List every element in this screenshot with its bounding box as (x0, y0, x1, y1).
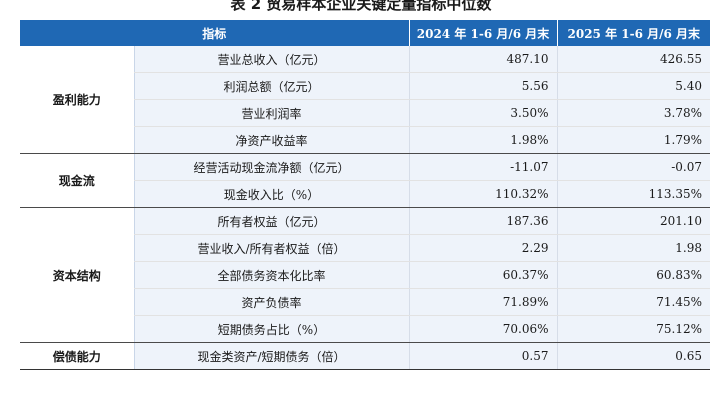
metric-label: 营业总收入（亿元） (133, 46, 410, 73)
metric-label: 经营活动现金流净额（亿元） (133, 153, 410, 181)
table-header-row: 指标 2024 年 1-6 月/6 月末 2025 年 1-6 月/6 月末 (20, 20, 711, 46)
table-row: 资产负债率 71.89% 71.45% (20, 288, 711, 316)
table-row: 资本结构 所有者权益（亿元） 187.36 201.10 (20, 207, 711, 343)
value-2024: 70.06% (408, 315, 558, 343)
metric-label: 营业收入/所有者权益（倍） (133, 234, 410, 262)
value-2024: 3.50% (408, 99, 558, 127)
value-2024: 2.29 (408, 234, 558, 262)
header-2025: 2025 年 1-6 月/6 月末 (556, 20, 711, 46)
value-2025: 60.83% (556, 261, 711, 289)
category-profitability: 盈利能力 (20, 46, 134, 154)
indicator-table: 指标 2024 年 1-6 月/6 月末 2025 年 1-6 月/6 月末 盈… (20, 20, 711, 370)
table-row: 营业收入/所有者权益（倍） 2.29 1.98 (20, 234, 711, 262)
category-cash-flow: 现金流 (20, 153, 134, 208)
category-capital-structure: 资本结构 (20, 207, 134, 343)
value-2024: -11.07 (408, 153, 558, 181)
table-row: 全部债务资本化比率 60.37% 60.83% (20, 261, 711, 289)
table-row: 盈利能力 营业总收入（亿元） 487.10 426.55 (20, 46, 711, 154)
metric-label: 营业利润率 (133, 99, 410, 127)
value-2025: 5.40 (556, 72, 711, 100)
table-row: 利润总额（亿元） 5.56 5.40 (20, 72, 711, 100)
value-2025: 1.79% (556, 126, 711, 154)
value-2025: 1.98 (556, 234, 711, 262)
metric-label: 现金收入比（%） (133, 180, 410, 208)
value-2024: 5.56 (408, 72, 558, 100)
table-row: 短期债务占比（%） 70.06% 75.12% (20, 315, 711, 343)
value-2025: 71.45% (556, 288, 711, 316)
value-2025: 75.12% (556, 315, 711, 343)
metric-label: 资产负债率 (133, 288, 410, 316)
value-2025: -0.07 (556, 153, 711, 181)
metric-label: 所有者权益（亿元） (133, 207, 410, 235)
table-row: 现金收入比（%） 110.32% 113.35% (20, 180, 711, 208)
table-row: 现金流 经营活动现金流净额（亿元） -11.07 -0.07 (20, 153, 711, 208)
table-row: 营业利润率 3.50% 3.78% (20, 99, 711, 127)
metric-label: 全部债务资本化比率 (133, 261, 410, 289)
metric-label: 利润总额（亿元） (133, 72, 410, 100)
value-2024: 1.98% (408, 126, 558, 154)
value-2024: 187.36 (408, 207, 558, 235)
value-2024: 60.37% (408, 261, 558, 289)
table-title: 表 2 贸易样本企业关键定量指标中位数 (230, 0, 492, 13)
header-indicator: 指标 (20, 20, 410, 46)
value-2025: 3.78% (556, 99, 711, 127)
value-2024: 71.89% (408, 288, 558, 316)
metric-label: 短期债务占比（%） (133, 315, 410, 343)
header-2024: 2024 年 1-6 月/6 月末 (408, 20, 558, 46)
value-2025: 426.55 (556, 46, 711, 73)
category-solvency: 偿债能力 (20, 342, 134, 370)
table-row: 偿债能力 现金类资产/短期债务（倍） 0.57 0.65 (20, 342, 711, 370)
value-2024: 0.57 (408, 342, 558, 370)
value-2025: 113.35% (556, 180, 711, 208)
value-2025: 201.10 (556, 207, 711, 235)
metric-label: 净资产收益率 (133, 126, 410, 154)
value-2024: 110.32% (408, 180, 558, 208)
value-2025: 0.65 (556, 342, 711, 370)
value-2024: 487.10 (408, 46, 558, 73)
metric-label: 现金类资产/短期债务（倍） (133, 342, 410, 370)
table-row: 净资产收益率 1.98% 1.79% (20, 126, 711, 154)
